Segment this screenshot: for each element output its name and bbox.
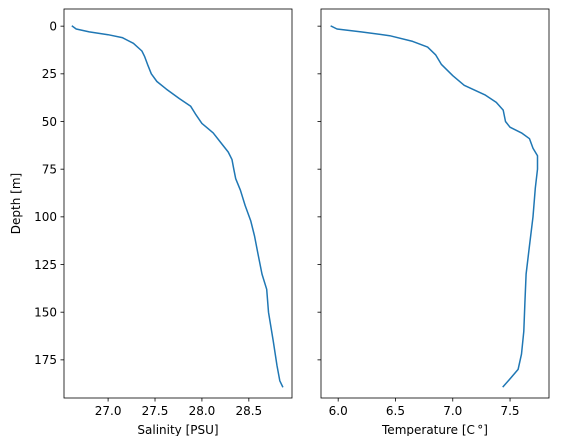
salinity-profile-line: [71, 25, 284, 388]
salinity-axes-frame: [63, 8, 293, 399]
y-tick-label: 25: [42, 67, 57, 81]
y-tick-label: 100: [34, 210, 57, 224]
salinity-axes: 27.0 27.5 28.0 28.5 0 25 50 75 100 125 150 175 Sal…: [9, 8, 293, 436]
x-tick-label: 7.0: [443, 404, 462, 418]
temperature-y-ticks: [317, 25, 321, 361]
temperature-axes: 6.0 6.5 7.0 7.5 Temperature [C °]: [317, 8, 550, 436]
y-tick-label: 50: [42, 115, 57, 129]
y-tick-label: 0: [49, 19, 57, 33]
depth-y-axis-label: Depth [m]: [9, 173, 23, 234]
y-tick-label: 150: [34, 305, 57, 319]
x-tick-label: 27.5: [142, 404, 169, 418]
x-tick-label: 28.0: [189, 404, 216, 418]
salinity-plot-area: [71, 25, 284, 388]
depth-y-ticks: 0 25 50 75 100 125 150 175: [34, 19, 64, 367]
temperature-profile-line: [330, 25, 539, 388]
x-tick-label: 7.5: [500, 404, 519, 418]
x-tick-label: 27.0: [95, 404, 122, 418]
salinity-x-axis-label: Salinity [PSU]: [137, 423, 218, 436]
y-tick-label: 125: [34, 258, 57, 272]
salinity-x-ticks: 27.0 27.5 28.0 28.5: [95, 398, 262, 418]
temperature-x-axis-label: Temperature [C °]: [381, 423, 488, 436]
temperature-x-ticks: 6.0 6.5 7.0 7.5: [329, 398, 520, 418]
x-tick-label: 6.0: [329, 404, 348, 418]
y-tick-label: 175: [34, 353, 57, 367]
x-tick-label: 6.5: [386, 404, 405, 418]
y-tick-label: 75: [42, 162, 57, 176]
x-tick-label: 28.5: [235, 404, 262, 418]
temperature-axes-frame: [320, 8, 550, 399]
temperature-plot-area: [330, 25, 539, 388]
